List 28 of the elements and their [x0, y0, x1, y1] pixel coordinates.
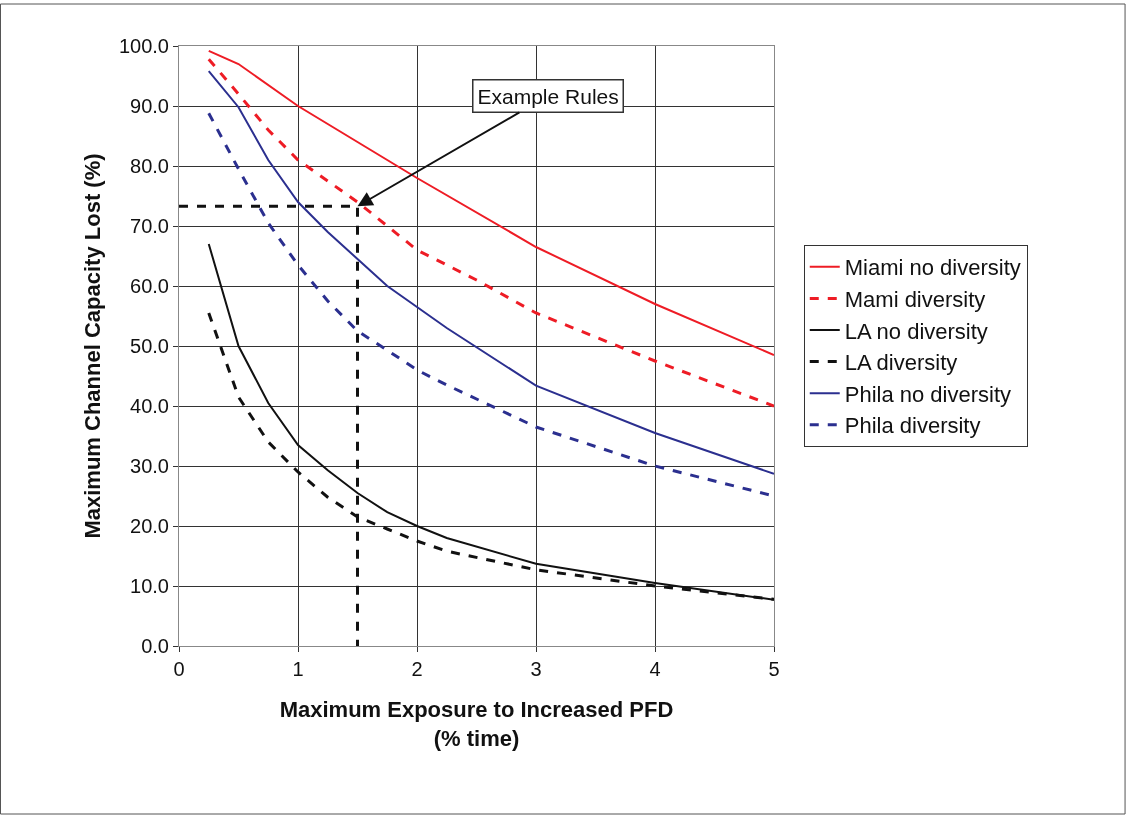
- x-tick-label: 1: [292, 658, 304, 680]
- x-tick-label: 3: [530, 658, 542, 680]
- x-tick-label: 0: [173, 658, 185, 680]
- legend-label: Mami diversity: [844, 286, 986, 312]
- y-tick-label: 40.0: [130, 395, 169, 417]
- x-tick-label: 4: [649, 658, 661, 680]
- y-tick-label: 20.0: [130, 515, 169, 537]
- legend-label: LA diversity: [844, 350, 958, 376]
- line-series: [207, 49, 774, 356]
- x-axis-title: Maximum Exposure to Increased PFD (% time): [279, 696, 674, 751]
- legend-label: Phila diversity: [844, 413, 981, 439]
- y-tick-label: 60.0: [130, 275, 169, 297]
- legend-label: LA no diversity: [844, 318, 988, 344]
- line-series: [207, 57, 774, 408]
- legend-label: Phila no diversity: [844, 381, 1012, 407]
- x-tick-label: 2: [411, 658, 423, 680]
- y-tick-label: 100.0: [118, 35, 169, 57]
- y-tick-label: 90.0: [130, 95, 169, 117]
- y-tick-label: 50.0: [130, 335, 169, 357]
- annotation: Example Rules: [477, 84, 619, 108]
- y-tick-label: 0.0: [141, 635, 169, 657]
- y-tick-label: 70.0: [130, 215, 169, 237]
- x-tick-label: 5: [768, 658, 780, 680]
- y-tick-label: 10.0: [130, 575, 169, 597]
- legend-label: Miami no diversity: [844, 255, 1021, 281]
- y-tick-label: 80.0: [130, 155, 169, 177]
- y-axis-title: Maximum Channel Capacity Lost (%): [79, 153, 105, 539]
- y-tick-label: 30.0: [130, 455, 169, 477]
